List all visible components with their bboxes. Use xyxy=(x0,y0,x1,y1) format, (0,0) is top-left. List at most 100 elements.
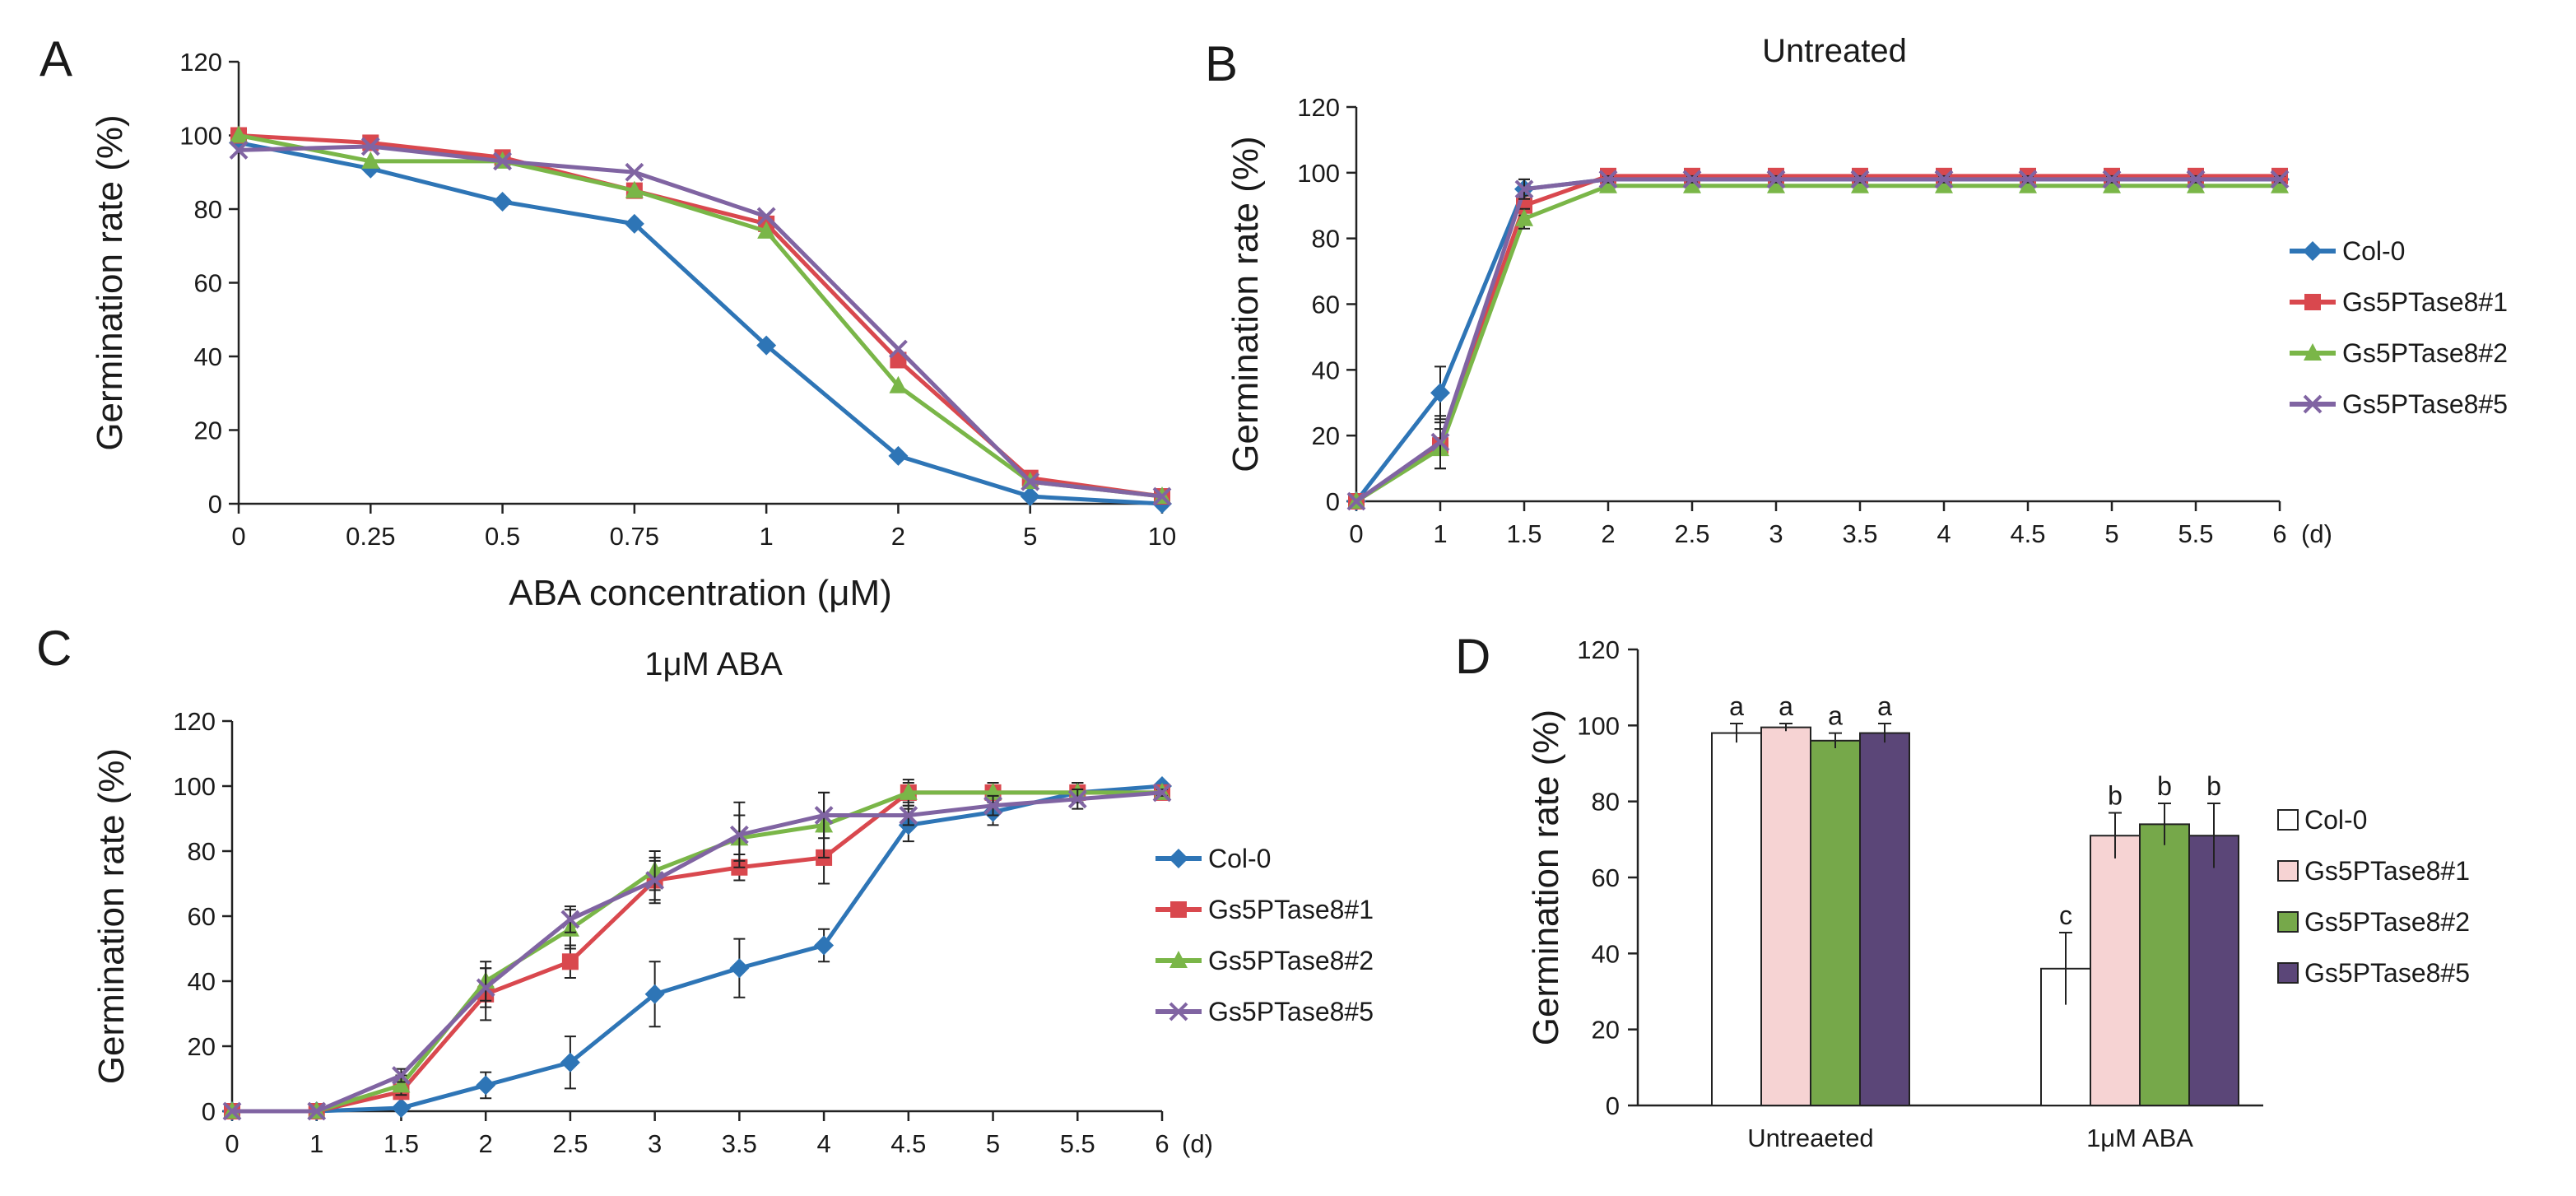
data-point xyxy=(2103,175,2121,193)
error-bar xyxy=(2158,802,2171,845)
legend-col-0-marker xyxy=(1169,849,1188,868)
significance-label: a xyxy=(1779,691,1793,721)
chart-title: Untreated xyxy=(1762,33,1907,69)
x-tick-label: 4.5 xyxy=(2010,519,2045,548)
series-line xyxy=(232,790,1163,1114)
panel-letter: D xyxy=(1455,629,1490,684)
data-point xyxy=(1599,175,1617,193)
y-tick-label: 120 xyxy=(179,48,222,77)
x-tick-label: 3 xyxy=(648,1129,662,1158)
legend-gs5ptase8-5-marker xyxy=(1169,1002,1188,1021)
x-tick-label: 5 xyxy=(1023,522,1037,551)
x-tick-label: 5 xyxy=(2104,519,2118,548)
series-line xyxy=(232,784,1163,1114)
significance-label: b xyxy=(2157,771,2172,801)
data-point xyxy=(361,151,380,169)
data-point xyxy=(1430,432,1450,452)
legend-swatch xyxy=(2277,962,2299,984)
series-gs5ptase8-5 xyxy=(222,783,1172,1121)
data-point xyxy=(1346,491,1366,511)
data-point xyxy=(729,958,750,979)
legend-label: Col-0 xyxy=(1208,844,1271,873)
y-tick-label: 20 xyxy=(188,1032,216,1061)
y-tick-label: 80 xyxy=(1592,788,1620,817)
panel-c: C 0 20 40 60 80 100 120 0 1 1.5 2 2.5 3 3.5 4 4.5 5 5.5 6 (d… xyxy=(36,621,1213,1158)
data-point xyxy=(229,140,249,160)
legend-label: Gs5PTase8#1 xyxy=(2304,856,2470,886)
y-tick-label: 100 xyxy=(1577,711,1620,740)
error-bar xyxy=(2207,802,2220,868)
panel-d-legend: Col-0 Gs5PTase8#1 Gs5PTase8#2 Gs5PTase8#5 xyxy=(2277,805,2470,988)
data-point xyxy=(729,825,749,845)
significance-label: a xyxy=(1828,701,1843,731)
data-point xyxy=(1067,789,1087,809)
y-tick-label: 0 xyxy=(1606,1091,1620,1120)
legend-col-0-marker xyxy=(2303,241,2323,261)
data-point xyxy=(493,151,512,171)
error-bar xyxy=(1878,723,1891,743)
data-point xyxy=(899,782,918,800)
x-tick-label: 2.5 xyxy=(552,1129,588,1158)
data-point xyxy=(625,162,644,182)
data-point xyxy=(983,796,1002,816)
data-point xyxy=(1935,175,1953,193)
x-axis-unit: (d) xyxy=(1182,1129,1213,1158)
significance-label: b xyxy=(2108,781,2123,811)
data-point xyxy=(492,192,513,212)
x-tick-label: 6 xyxy=(1155,1129,1169,1158)
series-line xyxy=(1355,174,2280,504)
series-line xyxy=(232,790,1162,1114)
y-tick-label: 60 xyxy=(194,269,222,298)
data-point xyxy=(360,137,380,156)
x-tick-label: 3 xyxy=(1769,519,1783,548)
panel-letter: C xyxy=(36,621,72,676)
data-point xyxy=(888,445,909,466)
y-tick-label: 40 xyxy=(1312,356,1340,384)
series-gs5ptase8-1 xyxy=(230,127,1170,505)
data-point xyxy=(561,953,579,970)
y-tick-label: 20 xyxy=(194,417,222,445)
y-tick-label: 120 xyxy=(173,707,216,736)
data-point xyxy=(1152,486,1172,506)
data-point xyxy=(1430,383,1450,403)
legend-label: Gs5PTase8#2 xyxy=(2342,338,2508,368)
panel-letter: B xyxy=(1205,36,1238,91)
y-tick-label: 80 xyxy=(188,837,216,866)
y-tick-label: 120 xyxy=(1577,635,1620,664)
data-point xyxy=(476,978,495,998)
series-gs5ptase8-1: ab xyxy=(1760,691,2141,1106)
data-point xyxy=(560,910,580,929)
y-tick-label: 20 xyxy=(1312,421,1340,450)
y-tick-label: 0 xyxy=(208,490,222,519)
legend-label: Gs5PTase8#2 xyxy=(1208,946,1374,975)
x-tick-label: 2 xyxy=(479,1129,493,1158)
legend-label: Gs5PTase8#5 xyxy=(2304,958,2470,988)
data-point xyxy=(899,806,918,825)
y-axis-label: Germination rate (%) xyxy=(1225,136,1266,472)
x-tick-label: 2.5 xyxy=(1674,519,1709,548)
bar xyxy=(1760,726,1811,1106)
y-tick-label: 20 xyxy=(1592,1016,1620,1045)
data-point xyxy=(2186,170,2206,189)
series-line xyxy=(1355,177,2280,503)
data-point xyxy=(560,1052,580,1073)
legend-label: Gs5PTase8#1 xyxy=(1208,895,1374,924)
data-point xyxy=(1683,175,1701,193)
y-tick-label: 60 xyxy=(1592,863,1620,892)
data-point xyxy=(2271,175,2289,193)
x-tick-label: 5 xyxy=(986,1129,1000,1158)
y-tick-label: 100 xyxy=(173,772,216,801)
error-bar xyxy=(1779,723,1793,732)
significance-label: c xyxy=(2059,900,2072,930)
series-line xyxy=(238,133,1163,499)
panel-c-legend: Col-0 Gs5PTase8#1 Gs5PTase8#2 Gs5PTase8#5 xyxy=(1155,844,1374,1026)
legend-gs5ptase8-1-marker xyxy=(2304,294,2321,310)
significance-label: b xyxy=(2206,771,2221,801)
series-line xyxy=(238,140,1163,506)
panel-b: B 0 20 40 60 80 100 120 0 1 1.5 2 2.5 3 3.5 4 4.5 5 5.5 6 (d… xyxy=(1205,33,2332,548)
data-point xyxy=(1514,179,1534,199)
chart-title: 1μM ABA xyxy=(644,646,783,682)
data-point xyxy=(625,180,644,198)
data-point xyxy=(889,375,908,393)
data-point xyxy=(757,221,776,239)
